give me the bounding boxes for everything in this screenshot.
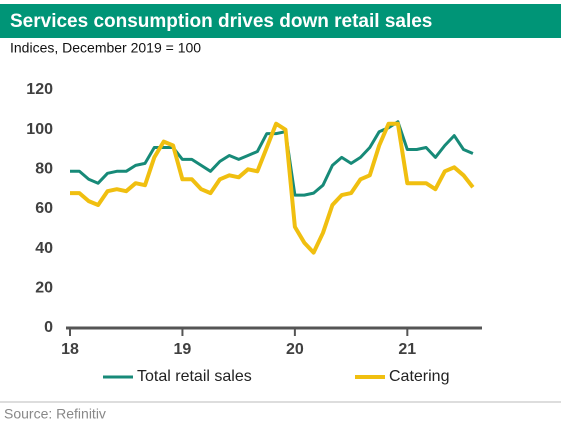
legend-label: Total retail sales — [137, 368, 252, 385]
y-tick-label: 20 — [35, 280, 53, 297]
y-tick-label: 0 — [44, 319, 53, 336]
y-tick-label: 60 — [35, 200, 53, 217]
source: Source: Refinitiv — [4, 406, 106, 422]
legend-label: Catering — [389, 368, 449, 385]
y-tick-label: 80 — [35, 161, 53, 178]
x-tick-label: 21 — [398, 341, 416, 358]
y-tick-label: 100 — [26, 121, 53, 138]
x-tick-label: 19 — [174, 341, 192, 358]
y-tick-label: 120 — [26, 81, 53, 98]
y-tick-label: 40 — [35, 240, 53, 257]
x-tick-label: 18 — [61, 341, 79, 358]
chart-title: Services consumption drives down retail … — [10, 11, 432, 32]
chart-subtitle: Indices, December 2019 = 100 — [10, 40, 201, 56]
x-tick-label: 20 — [286, 341, 304, 358]
title-bar — [0, 4, 561, 38]
series-line — [70, 121, 475, 255]
